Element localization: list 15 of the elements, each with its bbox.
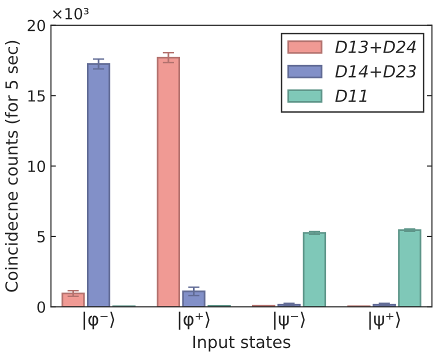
y-tick-label: 0 (37, 301, 46, 313)
x-tick-label: |ψ⁺⟩ (369, 312, 400, 330)
x-tick-label: |φ⁻⟩ (84, 312, 114, 330)
y-axis-title: Coincidecne counts (for 5 sec) (4, 40, 20, 292)
y-tick-label: 10 (28, 160, 46, 172)
y-tick-label: 5 (38, 231, 45, 242)
x-tick-label: |ψ⁻⟩ (274, 312, 305, 330)
y-tick-label: 20 (28, 20, 46, 32)
text: ×10³ (53, 8, 89, 20)
legend-label: D14+D23 (335, 65, 416, 78)
legend-label: D13+D24 (335, 40, 416, 54)
legend-label: D11 (335, 90, 366, 102)
x-axis-title: Input states (193, 336, 290, 352)
x-tick-label: |φ⁺⟩ (178, 312, 210, 330)
y-tick-label: 15 (28, 90, 45, 102)
